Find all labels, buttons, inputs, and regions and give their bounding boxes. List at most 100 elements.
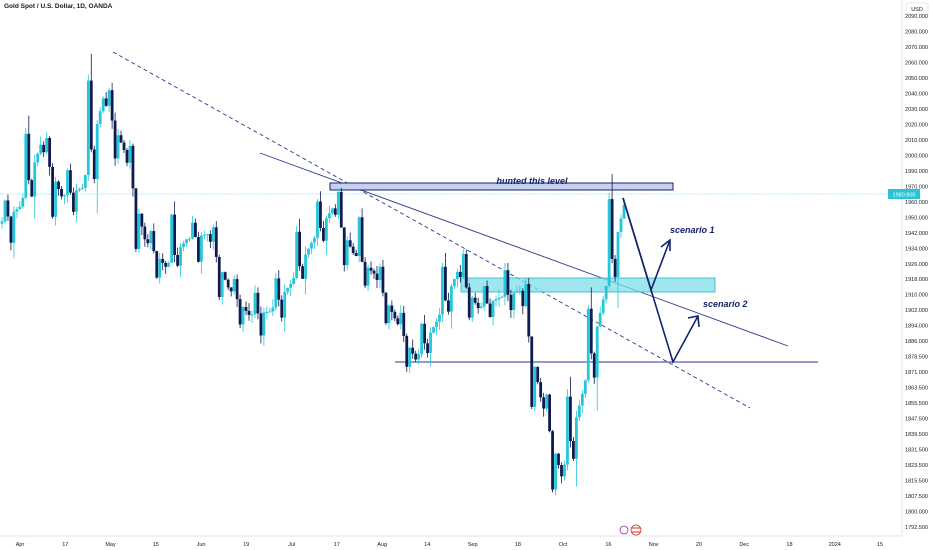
- candle-body: [351, 246, 355, 254]
- candle-body: [613, 258, 617, 278]
- candle-body: [595, 326, 599, 378]
- candle-body: [322, 228, 325, 241]
- candle-body: [211, 227, 215, 242]
- candle-body: [191, 222, 194, 239]
- candle-body: [116, 135, 120, 159]
- price-tick-label: 1878.500: [905, 355, 928, 361]
- candle-body: [253, 292, 257, 315]
- candle-body: [369, 267, 373, 271]
- candle-body: [441, 266, 444, 315]
- candle-body: [598, 312, 602, 327]
- scenario-2-arrowhead: [687, 315, 700, 328]
- time-tick-label: 18: [515, 542, 521, 548]
- time-tick-label: Nov: [649, 542, 659, 548]
- candle-body: [360, 217, 364, 262]
- candle-body: [449, 286, 453, 312]
- candle-body: [366, 267, 370, 286]
- candle-body: [205, 234, 209, 236]
- candle-body: [333, 208, 337, 215]
- candle-body: [143, 226, 147, 240]
- candle-body: [235, 279, 239, 300]
- candle-body: [54, 181, 57, 217]
- candle-body: [98, 111, 102, 124]
- candle-body: [574, 417, 578, 459]
- candle-body: [327, 213, 331, 219]
- price-tick-label: 1902.000: [905, 308, 928, 314]
- candle-body: [580, 393, 584, 406]
- candle-body: [280, 299, 284, 318]
- candle-body: [6, 200, 10, 217]
- candle-body: [622, 204, 626, 219]
- time-tick-label: May: [105, 542, 116, 548]
- candle-body: [161, 258, 165, 263]
- candle-body: [77, 188, 81, 191]
- candle-body: [27, 133, 31, 181]
- candle-body: [536, 366, 540, 383]
- candle-body: [15, 209, 19, 212]
- time-tick-label: Dec: [739, 542, 749, 548]
- candle-body: [378, 266, 382, 281]
- candle-body: [51, 166, 54, 217]
- candle-body: [83, 175, 87, 188]
- currency-badge[interactable]: [905, 2, 929, 15]
- candle-body: [342, 227, 346, 266]
- candle-body: [601, 299, 605, 313]
- candle-body: [604, 285, 608, 300]
- candle-body: [185, 239, 188, 244]
- candle-body: [354, 253, 358, 256]
- candle-body: [194, 222, 197, 238]
- resistance-zone[interactable]: [329, 182, 674, 191]
- candle-body: [610, 199, 614, 259]
- candle-body: [429, 332, 432, 354]
- candle-body: [521, 290, 525, 307]
- candle-body: [140, 213, 144, 227]
- candle-body: [197, 237, 200, 262]
- candle-body: [414, 353, 418, 360]
- candle-body: [12, 211, 16, 243]
- time-tick-label: 19: [243, 542, 249, 548]
- candle-body: [262, 312, 266, 336]
- dashed-trendline[interactable]: [112, 51, 751, 409]
- candle-body: [336, 191, 340, 215]
- candle-body: [155, 251, 159, 278]
- time-tick-label: Oct: [559, 542, 568, 548]
- price-tick-label: 1934.000: [905, 246, 928, 252]
- candle-body: [301, 266, 304, 279]
- candle-body: [229, 287, 233, 292]
- candle-body: [417, 354, 421, 360]
- candle-body: [589, 308, 593, 354]
- candle-body: [408, 347, 412, 367]
- candle-body: [524, 283, 528, 307]
- scenario-2-path[interactable]: [622, 197, 699, 365]
- price-tick-label: 2060.000: [905, 60, 928, 66]
- candle-body: [607, 199, 611, 286]
- candle-body: [39, 144, 43, 154]
- event-marker-icon[interactable]: [619, 525, 629, 535]
- candle-body: [202, 234, 206, 236]
- candle-body: [122, 142, 126, 150]
- candle-body: [208, 234, 212, 242]
- candle-body: [48, 137, 52, 167]
- candle-body: [518, 290, 522, 292]
- candle-body: [89, 80, 93, 150]
- scenario-1-arrowhead: [660, 238, 671, 251]
- candle-body: [527, 283, 531, 337]
- candle-body: [125, 149, 129, 163]
- candle-body: [569, 396, 572, 441]
- candle-body: [592, 353, 596, 378]
- candle-body: [452, 279, 456, 287]
- price-tick-label: 1855.500: [905, 401, 928, 407]
- candle-body: [512, 292, 516, 311]
- time-tick-label: Jun: [197, 542, 206, 548]
- candle-body: [583, 380, 587, 394]
- resistance-zone-label: hunted this level: [496, 176, 568, 186]
- price-tick-label: 1942.000: [905, 231, 928, 237]
- candle-body: [420, 323, 424, 355]
- candle-body: [384, 292, 388, 324]
- candle-body: [101, 98, 105, 112]
- candle-body: [179, 247, 182, 266]
- time-tick-label: Apr: [16, 542, 25, 548]
- price-tick-label: 1910.000: [905, 293, 928, 299]
- us-flag-icon[interactable]: [630, 524, 642, 536]
